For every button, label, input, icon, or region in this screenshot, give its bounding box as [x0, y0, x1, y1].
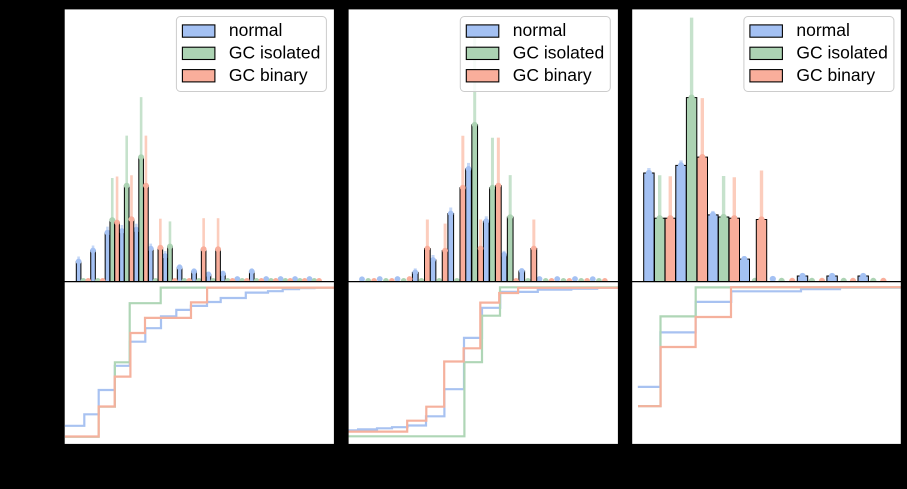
svg-text:GC binary: GC binary: [513, 65, 592, 85]
svg-text:normal: normal: [513, 20, 567, 40]
svg-text:GC isolated: GC isolated: [513, 43, 604, 63]
svg-text:GC isolated: GC isolated: [796, 43, 887, 63]
svg-text:GC binary: GC binary: [796, 65, 875, 85]
svg-text:normal: normal: [229, 20, 283, 40]
svg-text:normal: normal: [796, 20, 850, 40]
svg-text:GC isolated: GC isolated: [229, 43, 320, 63]
svg-text:GC binary: GC binary: [229, 65, 308, 85]
